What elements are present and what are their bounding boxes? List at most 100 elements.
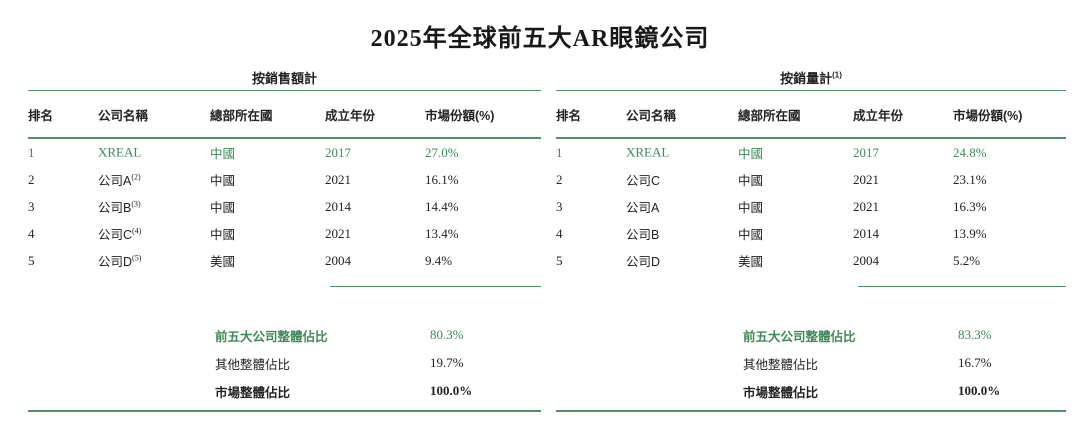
company-cell: 公司A(2) <box>98 172 141 188</box>
footnote-sup: (4) <box>132 226 142 236</box>
company-cell: 公司D(5) <box>98 253 142 269</box>
founded-cell: 2021 <box>325 225 351 241</box>
table-row: 5 公司D 美國 2004 5.2% <box>556 247 1066 274</box>
rule-under-column-headers <box>28 137 541 139</box>
subtotal-rule <box>556 286 1066 287</box>
rank-cell: 4 <box>28 225 35 241</box>
table-row: 1 XREAL 中國 2017 27.0% <box>28 139 541 166</box>
rank-cell: 3 <box>28 198 35 214</box>
summary-label: 市場整體佔比 <box>743 385 819 400</box>
column-header-row: 排名 公司名稱 總部所在國 成立年份 市場份額(%) <box>556 91 1066 137</box>
founded-cell: 2017 <box>853 144 879 160</box>
group-title: 按銷售額計 <box>251 71 317 86</box>
rank-cell: 3 <box>556 198 563 214</box>
share-cell: 16.1% <box>425 171 459 187</box>
company-cell: 公司C <box>626 174 661 188</box>
summary-row-total: 市場整體佔比 100.0% <box>556 377 1066 405</box>
hq-cell: 中國 <box>738 201 764 215</box>
company-cell: 公司B <box>626 228 660 242</box>
footnote-sup: (2) <box>131 172 141 182</box>
subtotal-rule <box>28 286 541 287</box>
share-cell: 24.8% <box>953 144 987 160</box>
table-row: 4 公司B 中國 2014 13.9% <box>556 220 1066 247</box>
company-cell: 公司A <box>626 201 660 215</box>
col-header-hq: 總部所在國 <box>210 108 273 123</box>
share-cell: 23.1% <box>953 171 987 187</box>
footnote-sup: (3) <box>131 199 141 209</box>
table-row: 2 公司A(2) 中國 2021 16.1% <box>28 166 541 193</box>
summary-row-others: 其他整體佔比 19.7% <box>28 349 541 377</box>
col-header-rank: 排名 <box>556 108 582 123</box>
group-footnote-sup: (1) <box>832 70 842 80</box>
rule-under-group-header <box>28 90 541 91</box>
share-cell: 14.4% <box>425 198 459 214</box>
summary-label: 其他整體佔比 <box>215 357 291 372</box>
col-header-company: 公司名稱 <box>626 108 677 123</box>
hq-cell: 中國 <box>210 147 236 161</box>
rule-under-column-headers <box>556 137 1066 139</box>
rank-cell: 4 <box>556 225 563 241</box>
table-row: 2 公司C 中國 2021 23.1% <box>556 166 1066 193</box>
share-cell: 13.9% <box>953 225 987 241</box>
share-cell: 13.4% <box>425 225 459 241</box>
summary-label: 市場整體佔比 <box>215 385 291 400</box>
summary-value: 83.3% <box>958 327 992 342</box>
founded-cell: 2021 <box>853 171 879 187</box>
table-row: 5 公司D(5) 美國 2004 9.4% <box>28 247 541 274</box>
summary-value: 100.0% <box>958 383 1001 398</box>
table-bottom-rule <box>556 410 1066 412</box>
founded-cell: 2017 <box>325 144 351 160</box>
group-title: 按銷量計 <box>780 71 833 86</box>
table-row: 4 公司C(4) 中國 2021 13.4% <box>28 220 541 247</box>
hq-cell: 中國 <box>738 174 764 188</box>
share-cell: 5.2% <box>953 252 981 268</box>
hq-cell: 中國 <box>210 228 236 242</box>
founded-cell: 2004 <box>325 252 351 268</box>
group-header-volume: 按銷量計(1) <box>556 68 1066 90</box>
summary-block: 前五大公司整體佔比 83.3% 其他整體佔比 16.7% 市場整體佔比 100.… <box>556 321 1066 405</box>
hq-cell: 中國 <box>738 228 764 242</box>
col-header-rank: 排名 <box>28 108 54 123</box>
group-header-revenue: 按銷售額計 <box>28 68 541 90</box>
rank-cell: 1 <box>556 144 563 160</box>
table-bottom-rule <box>28 410 541 412</box>
col-header-founded: 成立年份 <box>325 108 376 123</box>
rank-cell: 2 <box>28 171 35 187</box>
summary-value: 19.7% <box>430 355 464 370</box>
col-header-share: 市場份額(%) <box>953 108 1023 123</box>
column-header-row: 排名 公司名稱 總部所在國 成立年份 市場份額(%) <box>28 91 541 137</box>
summary-label: 前五大公司整體佔比 <box>743 329 856 344</box>
share-cell: 16.3% <box>953 198 987 214</box>
summary-block: 前五大公司整體佔比 80.3% 其他整體佔比 19.7% 市場整體佔比 100.… <box>28 321 541 405</box>
founded-cell: 2014 <box>325 198 351 214</box>
company-cell: 公司C(4) <box>98 226 142 242</box>
hq-cell: 美國 <box>210 255 236 269</box>
summary-row-top5: 前五大公司整體佔比 80.3% <box>28 321 541 349</box>
table-row: 1 XREAL 中國 2017 24.8% <box>556 139 1066 166</box>
table-row: 3 公司B(3) 中國 2014 14.4% <box>28 193 541 220</box>
company-cell: XREAL <box>98 144 142 160</box>
col-header-hq: 總部所在國 <box>738 108 801 123</box>
summary-row-others: 其他整體佔比 16.7% <box>556 349 1066 377</box>
summary-value: 80.3% <box>430 327 464 342</box>
col-header-company: 公司名稱 <box>98 108 149 123</box>
table-row: 3 公司A 中國 2021 16.3% <box>556 193 1066 220</box>
col-header-share: 市場份額(%) <box>425 108 495 123</box>
founded-cell: 2021 <box>853 198 879 214</box>
rank-cell: 2 <box>556 171 563 187</box>
summary-label: 前五大公司整體佔比 <box>215 329 328 344</box>
summary-row-total: 市場整體佔比 100.0% <box>28 377 541 405</box>
summary-label: 其他整體佔比 <box>743 357 819 372</box>
hq-cell: 中國 <box>738 147 764 161</box>
table-by-volume: 按銷量計(1) 排名 公司名稱 總部所在國 成立年份 市場份額(%) 1 XRE… <box>556 68 1066 412</box>
table-by-revenue: 按銷售額計 排名 公司名稱 總部所在國 成立年份 市場份額(%) 1 XREAL… <box>28 68 541 412</box>
founded-cell: 2004 <box>853 252 879 268</box>
footnote-sup: (5) <box>132 253 142 263</box>
page-title: 2025年全球前五大AR眼鏡公司 <box>370 26 710 52</box>
rank-cell: 5 <box>556 252 563 268</box>
share-cell: 27.0% <box>425 144 459 160</box>
hq-cell: 美國 <box>738 255 764 269</box>
hq-cell: 中國 <box>210 174 236 188</box>
share-cell: 9.4% <box>425 252 453 268</box>
rule-under-group-header <box>556 90 1066 91</box>
